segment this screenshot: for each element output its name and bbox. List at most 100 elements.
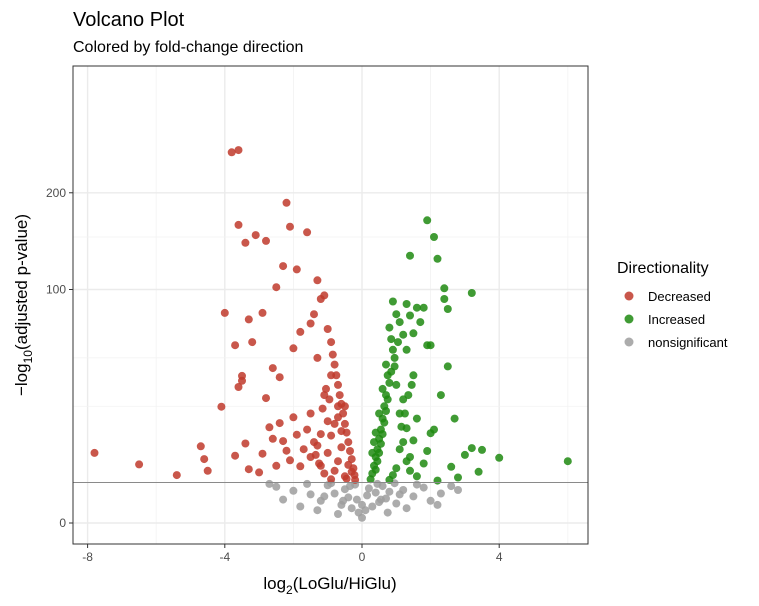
y-tick-label: 0 — [59, 516, 66, 530]
data-point-decreased — [303, 228, 312, 237]
data-point-decreased — [196, 442, 205, 451]
data-point-increased — [402, 457, 411, 466]
data-point-nonsignificant — [383, 508, 392, 517]
data-point-decreased — [200, 455, 209, 464]
data-point-increased — [392, 464, 401, 473]
data-point-increased — [385, 475, 394, 484]
data-point-decreased — [313, 276, 322, 285]
data-point-increased — [436, 391, 445, 400]
y-axis-title: −log10(adjusted p-value) — [12, 214, 35, 396]
plot-panel — [73, 66, 588, 544]
data-point-increased — [378, 384, 387, 393]
data-point-decreased — [328, 350, 337, 359]
data-point-nonsignificant — [392, 499, 401, 508]
data-point-decreased — [234, 220, 243, 229]
legend: Directionality Decreased Increased nonsign… — [617, 260, 728, 350]
data-point-increased — [430, 233, 438, 241]
data-point-decreased — [344, 438, 353, 447]
data-point-decreased — [258, 449, 267, 458]
data-point-increased — [443, 362, 452, 371]
data-point-increased — [563, 457, 572, 466]
panel-border — [72, 65, 589, 545]
data-point-decreased — [332, 371, 341, 380]
data-point-increased — [409, 436, 418, 445]
data-point-nonsignificant — [265, 479, 274, 488]
data-point-increased — [383, 395, 392, 404]
data-point-decreased — [275, 419, 284, 428]
data-point-increased — [370, 438, 378, 447]
data-point-increased — [407, 380, 416, 389]
grid-lines — [73, 66, 588, 544]
data-point-nonsignificant — [373, 479, 382, 488]
data-point-nonsignificant — [395, 490, 404, 499]
data-point-increased — [447, 462, 456, 471]
data-point-decreased — [289, 413, 298, 422]
data-point-decreased — [337, 427, 346, 436]
data-point-increased — [440, 284, 449, 293]
data-point-nonsignificant — [409, 492, 418, 501]
data-point-increased — [388, 345, 397, 354]
data-point-increased — [380, 418, 389, 427]
data-point-decreased — [323, 448, 332, 457]
data-point-decreased — [334, 413, 342, 422]
data-point-decreased — [330, 466, 339, 475]
data-point-decreased — [268, 434, 277, 443]
data-point-nonsignificant — [364, 484, 373, 493]
data-point-decreased — [244, 465, 253, 474]
data-point-nonsignificant — [303, 479, 312, 488]
data-point-nonsignificant — [306, 490, 315, 499]
data-point-decreased — [320, 291, 329, 300]
data-point-nonsignificant — [334, 510, 342, 518]
data-point-nonsignificant — [272, 482, 281, 491]
data-point-decreased — [279, 437, 288, 446]
data-point-decreased — [322, 384, 330, 393]
data-point-decreased — [282, 198, 291, 207]
data-point-nonsignificant — [313, 506, 322, 515]
data-point-decreased — [248, 338, 257, 347]
data-point-increased — [454, 473, 462, 482]
legend-key-increased — [624, 314, 634, 324]
data-point-increased — [416, 318, 425, 327]
data-point-increased — [397, 422, 406, 431]
data-point-decreased — [272, 283, 281, 292]
data-point-decreased — [347, 455, 356, 464]
data-point-increased — [387, 335, 396, 344]
data-point-increased — [388, 297, 397, 306]
data-point-decreased — [241, 238, 250, 247]
data-point-decreased — [251, 231, 260, 240]
data-point-increased — [460, 450, 469, 459]
data-point-nonsignificant — [358, 500, 366, 509]
y-axis-title-sub: 10 — [21, 350, 35, 364]
data-point-decreased — [268, 364, 277, 373]
data-point-increased — [402, 345, 411, 354]
data-point-decreased — [220, 308, 229, 317]
data-point-increased — [409, 371, 418, 380]
data-point-increased — [392, 380, 401, 389]
data-point-decreased — [325, 395, 334, 404]
data-point-nonsignificant — [433, 500, 442, 509]
data-point-increased — [430, 425, 438, 434]
legend-entries: Decreased Increased nonsignificant — [624, 289, 728, 350]
data-point-increased — [412, 472, 421, 481]
data-point-decreased — [275, 373, 284, 382]
data-point-decreased — [323, 325, 332, 333]
data-point-increased — [392, 310, 401, 319]
y-axis-title-body: (adjusted p-value) — [12, 214, 31, 350]
data-point-increased — [495, 453, 504, 462]
legend-label-nonsignificant: nonsignificant — [648, 335, 728, 350]
data-point-decreased — [217, 402, 226, 411]
data-point-decreased — [327, 338, 336, 347]
data-point-decreased — [340, 419, 349, 428]
data-point-nonsignificant — [339, 496, 348, 505]
plot-border — [72, 65, 589, 545]
data-point-decreased — [231, 341, 240, 350]
data-point-decreased — [244, 315, 253, 324]
data-point-decreased — [306, 319, 315, 328]
data-point-decreased — [313, 353, 322, 362]
data-point-increased — [382, 360, 390, 369]
data-point-decreased — [351, 475, 360, 484]
data-point-decreased — [262, 394, 270, 403]
data-point-decreased — [318, 404, 327, 413]
data-point-decreased — [313, 441, 322, 450]
